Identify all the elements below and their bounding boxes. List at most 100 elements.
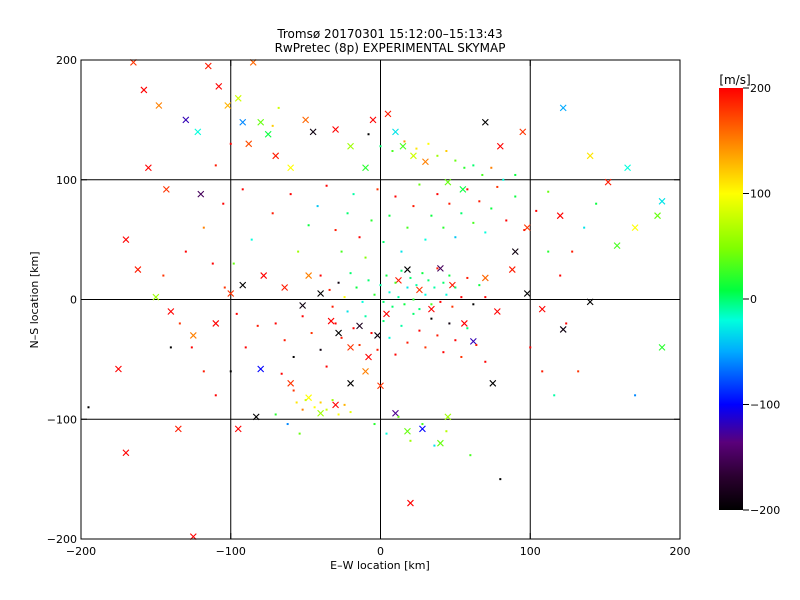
- data-point-dot: [529, 346, 532, 349]
- data-point-cross: [287, 379, 295, 387]
- data-point-dot: [424, 293, 427, 296]
- data-point-dot: [316, 205, 319, 208]
- data-point-dot: [358, 344, 361, 347]
- data-point-cross: [215, 82, 223, 90]
- data-point-dot: [454, 236, 457, 239]
- data-point-cross: [586, 152, 594, 160]
- data-point-dot: [310, 332, 313, 335]
- data-point-dot: [297, 250, 300, 253]
- axes: −200 −100 0 100 200 −200 −100 0 100 200: [47, 54, 691, 558]
- data-point-dot: [427, 279, 430, 282]
- data-point-dot: [307, 224, 310, 227]
- data-point-dot: [430, 303, 433, 306]
- data-point-dot: [274, 413, 277, 416]
- data-point-dot: [304, 399, 307, 402]
- data-point-dot: [454, 339, 457, 342]
- data-point-dot: [502, 178, 505, 181]
- data-point-dot: [214, 164, 217, 167]
- data-point-dot: [349, 411, 352, 414]
- data-point-cross: [234, 425, 242, 433]
- data-point-dot: [223, 286, 226, 289]
- colorbar-tick-label: −100: [750, 399, 780, 412]
- data-point-dot: [355, 286, 358, 289]
- data-point-dot: [337, 281, 340, 284]
- x-tick-label: 100: [520, 545, 541, 558]
- data-point-dot: [343, 296, 346, 299]
- data-point-cross: [332, 401, 339, 409]
- data-point-dot: [222, 202, 225, 205]
- data-point-cross: [234, 94, 242, 102]
- data-point-dot: [409, 276, 412, 279]
- data-point-cross: [239, 281, 247, 289]
- data-point-dot: [436, 154, 439, 157]
- data-point-dot: [292, 355, 295, 358]
- colorbar-label: [m/s]: [719, 73, 750, 87]
- data-point-cross: [444, 178, 452, 186]
- data-point-cross: [115, 365, 122, 373]
- data-point-dot: [403, 303, 406, 306]
- data-point-dot: [454, 286, 457, 289]
- data-point-cross: [410, 152, 417, 160]
- data-point-dot: [472, 303, 475, 306]
- data-point-dot: [466, 276, 469, 279]
- data-point-dot: [499, 478, 502, 481]
- data-point-dot: [424, 346, 427, 349]
- data-point-cross: [335, 329, 342, 337]
- y-axis-label: N–S location [km]: [28, 251, 41, 348]
- data-point-dot: [571, 250, 574, 253]
- data-point-dot: [385, 432, 388, 435]
- x-tick-label: 200: [670, 545, 691, 558]
- data-point-dot: [466, 327, 469, 330]
- data-point-cross: [162, 185, 170, 193]
- data-point-cross: [257, 118, 265, 126]
- data-point-cross: [404, 266, 411, 273]
- data-point-dot: [397, 296, 400, 299]
- data-point-dot: [577, 370, 580, 373]
- data-point-dot: [349, 272, 352, 275]
- y-tick-label: 200: [56, 54, 77, 67]
- data-point-dot: [190, 346, 193, 349]
- colorbar-tick-label: 100: [750, 188, 771, 201]
- data-point-cross: [257, 365, 265, 373]
- data-point-cross: [437, 439, 444, 447]
- data-point-cross: [392, 128, 399, 136]
- data-point-dot: [352, 327, 355, 330]
- data-point-cross: [481, 118, 489, 126]
- data-point-dot: [445, 150, 448, 153]
- data-point-dot: [436, 193, 439, 196]
- data-point-cross: [332, 126, 339, 133]
- data-point-dot: [418, 308, 421, 311]
- data-point-cross: [224, 102, 232, 109]
- data-point-cross: [134, 266, 142, 273]
- data-point-dot: [178, 322, 181, 325]
- data-point-cross: [144, 164, 152, 172]
- data-point-dot: [340, 336, 343, 339]
- data-point-cross: [174, 425, 182, 433]
- data-point-cross: [305, 272, 313, 279]
- data-point-dot: [229, 370, 232, 373]
- data-point-cross: [481, 274, 489, 282]
- data-point-dot: [418, 329, 421, 332]
- data-point-dot: [235, 312, 238, 315]
- data-point-dot: [331, 399, 334, 402]
- data-point-cross: [538, 305, 546, 313]
- data-point-dot: [448, 322, 451, 325]
- data-point-dot: [496, 185, 499, 188]
- data-point-dot: [352, 193, 355, 196]
- data-point-dot: [325, 184, 328, 187]
- data-point-dot: [325, 365, 328, 368]
- data-point-dot: [400, 250, 403, 253]
- data-point-dot: [388, 336, 391, 339]
- data-point-dot: [409, 439, 412, 442]
- data-point-dot: [565, 322, 568, 325]
- data-point-cross: [377, 382, 384, 390]
- data-point-cross: [212, 320, 220, 327]
- data-point-dot: [490, 207, 493, 210]
- grid-lines: [81, 60, 680, 539]
- data-point-dot: [169, 346, 172, 349]
- data-point-dot: [463, 166, 466, 169]
- data-point-dot: [535, 209, 538, 212]
- data-point-dot: [388, 214, 391, 217]
- colorbar: [719, 88, 743, 510]
- data-point-dot: [421, 423, 424, 426]
